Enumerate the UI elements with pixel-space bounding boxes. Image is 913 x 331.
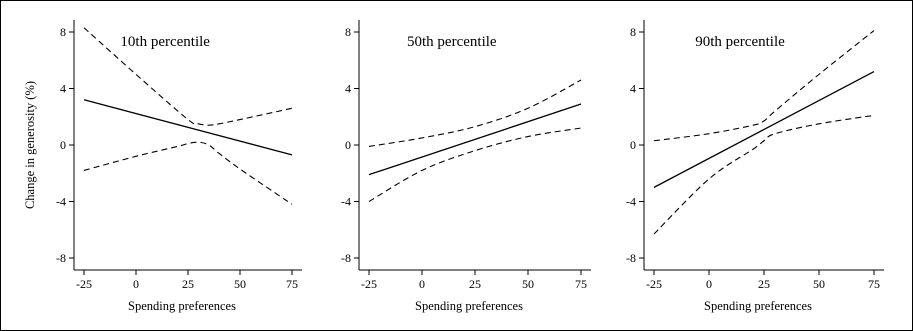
x-tick-label: -25 — [646, 277, 662, 291]
x-tick-label: 0 — [706, 277, 712, 291]
x-tick-label: 75 — [868, 277, 880, 291]
x-tick-label: 25 — [182, 277, 194, 291]
x-tick-label: -25 — [76, 277, 92, 291]
x-tick-label: 50 — [522, 277, 534, 291]
x-tick-label: 75 — [286, 277, 298, 291]
y-tick-label: -8 — [341, 251, 351, 265]
x-tick-label: 25 — [758, 277, 770, 291]
y-tick-label: 0 — [345, 138, 351, 152]
x-tick-label: 0 — [133, 277, 139, 291]
x-axis-label: Spending preferences — [704, 299, 812, 313]
x-tick-label: 50 — [813, 277, 825, 291]
x-tick-label: 25 — [469, 277, 481, 291]
y-tick-label: -8 — [56, 251, 66, 265]
panel-2: 8 4 0 -4 -8 -25 0 25 50 75 50th percentile Spending… — [341, 20, 591, 313]
upper-ci-line — [653, 30, 875, 142]
y-tick-label: 4 — [345, 82, 351, 96]
y-tick-label: -8 — [626, 251, 636, 265]
panel-3: 8 4 0 -4 -8 -25 0 25 50 75 90th percentile Spending… — [626, 20, 884, 313]
x-axis-label: Spending preferences — [128, 299, 236, 313]
y-tick-label: 8 — [630, 25, 636, 39]
y-tick-label: 0 — [60, 138, 66, 152]
y-tick-label: -4 — [341, 195, 351, 209]
x-tick-label: 50 — [234, 277, 246, 291]
y-tick-label: 8 — [60, 25, 66, 39]
y-tick-label: 4 — [60, 82, 66, 96]
panel-title: 10th percentile — [120, 34, 210, 50]
estimate-line — [83, 99, 293, 156]
x-axis-label: Spending preferences — [415, 299, 523, 313]
lower-ci-line — [653, 114, 875, 235]
estimate-line — [653, 70, 875, 188]
upper-ci-line — [368, 79, 582, 147]
x-tick-label: -25 — [361, 277, 377, 291]
y-tick-label: 4 — [630, 82, 636, 96]
lower-ci-line — [83, 141, 293, 205]
x-tick-label: 0 — [419, 277, 425, 291]
y-tick-label: 0 — [630, 138, 636, 152]
y-tick-label: -4 — [56, 195, 66, 209]
y-tick-label: 8 — [345, 25, 351, 39]
panel-title: 90th percentile — [695, 34, 785, 50]
upper-ci-line — [83, 27, 293, 126]
panel-1: 8 4 0 -4 -8 -25 0 25 50 75 10th percentile Spending… — [23, 20, 302, 313]
estimate-line — [368, 103, 582, 176]
y-axis-label: Change in generosity (%) — [23, 81, 37, 209]
panel-title: 50th percentile — [407, 34, 497, 50]
x-tick-label: 75 — [575, 277, 587, 291]
lower-ci-line — [368, 127, 582, 202]
y-tick-label: -4 — [626, 195, 636, 209]
